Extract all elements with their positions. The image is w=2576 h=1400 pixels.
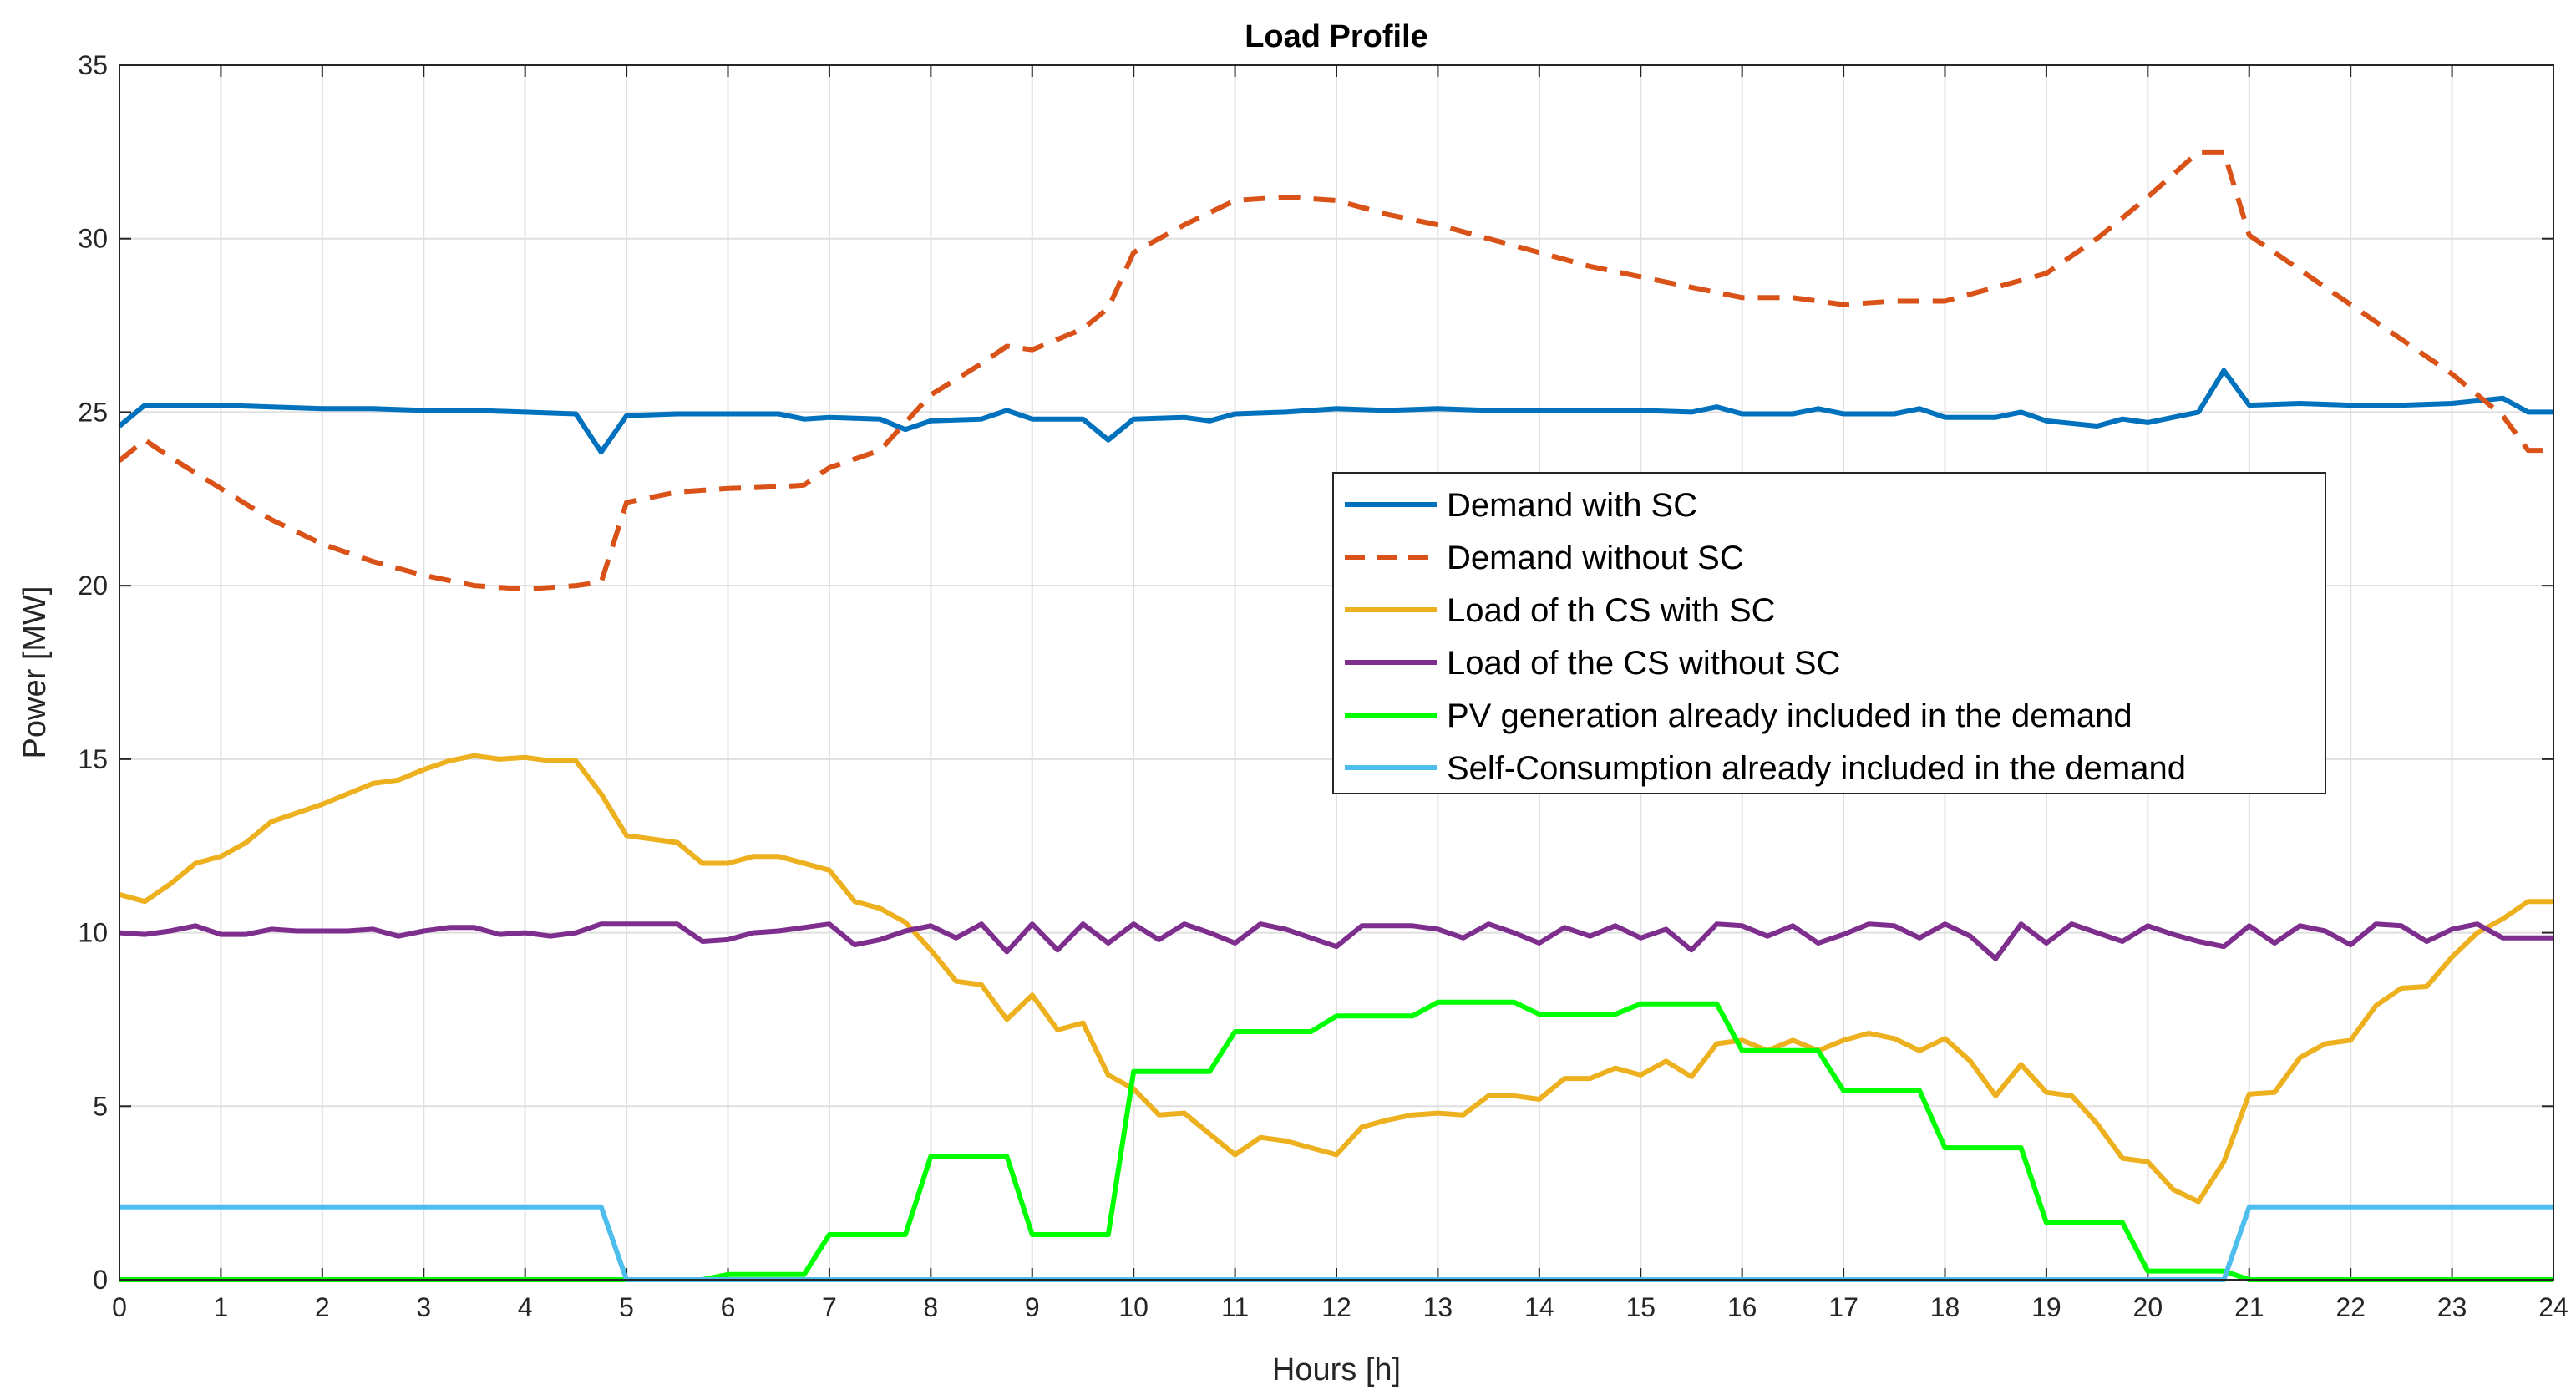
x-tick-label: 1 xyxy=(214,1292,229,1322)
x-tick-label: 23 xyxy=(2437,1292,2467,1322)
x-tick-label: 2 xyxy=(315,1292,330,1322)
x-tick-label: 6 xyxy=(721,1292,736,1322)
x-tick-label: 17 xyxy=(1828,1292,1858,1322)
x-tick-label: 18 xyxy=(1930,1292,1960,1322)
y-tick-label: 25 xyxy=(78,397,108,427)
x-tick-label: 22 xyxy=(2335,1292,2366,1322)
legend-box xyxy=(1332,472,2326,794)
x-tick-label: 20 xyxy=(2133,1292,2163,1322)
y-tick-label: 15 xyxy=(78,744,108,774)
x-tick-label: 8 xyxy=(923,1292,938,1322)
plot-frame xyxy=(119,64,2554,1281)
y-tick-label: 30 xyxy=(78,224,108,254)
legend: Demand with SC Demand without SC Load of t… xyxy=(1332,472,2326,794)
x-tick-label: 24 xyxy=(2538,1292,2568,1322)
x-tick-label: 9 xyxy=(1025,1292,1040,1322)
y-tick-label: 0 xyxy=(93,1265,108,1295)
x-tick-label: 21 xyxy=(2234,1292,2264,1322)
legend-label-1: Demand with SC xyxy=(1447,487,1697,524)
series-line-4 xyxy=(119,921,2553,961)
x-tick-label: 0 xyxy=(112,1292,127,1322)
series-line-1 xyxy=(118,368,2553,455)
y-tick-label: 20 xyxy=(78,571,108,601)
x-tick-label: 7 xyxy=(822,1292,837,1322)
x-tick-label: 10 xyxy=(1118,1292,1149,1322)
x-axis-label: Hours [h] xyxy=(1272,1352,1401,1387)
x-tick-label: 15 xyxy=(1625,1292,1656,1322)
chart-title: Load Profile xyxy=(1245,19,1428,54)
y-tick-label: 5 xyxy=(93,1091,108,1121)
x-tick-label: 13 xyxy=(1423,1292,1453,1322)
legend-label-3: Load of th CS with SC xyxy=(1447,592,1776,629)
x-tick-label: 19 xyxy=(2031,1292,2061,1322)
y-axis-label: Power [MW] xyxy=(18,586,53,759)
legend-label-5: PV generation already included in the de… xyxy=(1447,697,2132,734)
x-tick-label: 4 xyxy=(518,1292,533,1322)
series-line-3 xyxy=(119,753,2553,1205)
x-tick-labels: 0 1 2 3 4 5 6 7 8 9 10 11 12 13 14 15 16 17 18 19 20 21 22 23 24 xyxy=(112,1292,2568,1322)
series-line-5 xyxy=(119,999,2553,1282)
y-tick-label: 35 xyxy=(78,50,108,80)
legend-label-4: Load of the CS without SC xyxy=(1447,645,1840,682)
y-tick-label: 10 xyxy=(78,918,108,948)
x-tick-label: 12 xyxy=(1321,1292,1351,1322)
x-tick-label: 11 xyxy=(1221,1292,1249,1322)
x-tick-label: 14 xyxy=(1524,1292,1554,1322)
x-tick-label: 16 xyxy=(1727,1292,1757,1322)
y-tick-labels: 0 5 10 15 20 25 30 35 xyxy=(78,50,108,1295)
x-tick-label: 3 xyxy=(416,1292,431,1322)
legend-label-2: Demand without SC xyxy=(1447,540,1744,576)
legend-label-6: Self-Consumption already included in the… xyxy=(1447,750,2186,787)
x-tick-label: 5 xyxy=(619,1292,634,1322)
series-line-2 xyxy=(118,149,2553,592)
